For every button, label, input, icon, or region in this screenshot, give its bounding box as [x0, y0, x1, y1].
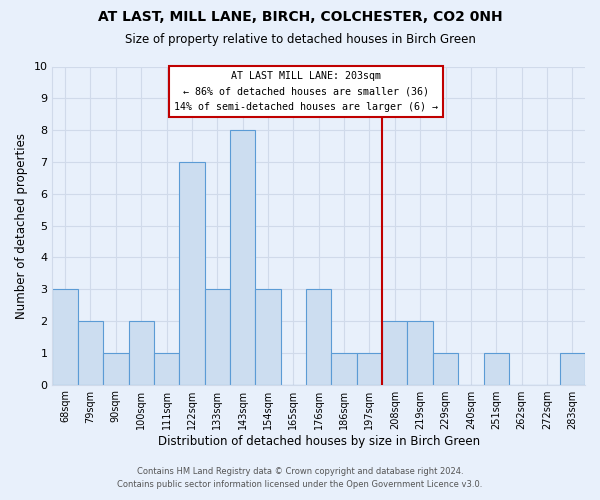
Bar — [52, 289, 78, 384]
Bar — [78, 321, 103, 384]
Bar — [154, 353, 179, 384]
Bar — [331, 353, 357, 384]
Text: Size of property relative to detached houses in Birch Green: Size of property relative to detached ho… — [125, 32, 475, 46]
Bar — [179, 162, 205, 384]
Bar — [382, 321, 407, 384]
Y-axis label: Number of detached properties: Number of detached properties — [15, 132, 28, 318]
X-axis label: Distribution of detached houses by size in Birch Green: Distribution of detached houses by size … — [158, 434, 480, 448]
Bar — [256, 289, 281, 384]
Bar — [103, 353, 128, 384]
Bar — [433, 353, 458, 384]
Bar — [205, 289, 230, 384]
Bar — [230, 130, 256, 384]
Bar — [306, 289, 331, 384]
Bar — [407, 321, 433, 384]
Text: AT LAST MILL LANE: 203sqm
← 86% of detached houses are smaller (36)
14% of semi-: AT LAST MILL LANE: 203sqm ← 86% of detac… — [174, 72, 438, 112]
Bar — [357, 353, 382, 384]
Text: AT LAST, MILL LANE, BIRCH, COLCHESTER, CO2 0NH: AT LAST, MILL LANE, BIRCH, COLCHESTER, C… — [98, 10, 502, 24]
Text: Contains HM Land Registry data © Crown copyright and database right 2024.
Contai: Contains HM Land Registry data © Crown c… — [118, 467, 482, 489]
Bar — [484, 353, 509, 384]
Bar — [128, 321, 154, 384]
Bar — [560, 353, 585, 384]
